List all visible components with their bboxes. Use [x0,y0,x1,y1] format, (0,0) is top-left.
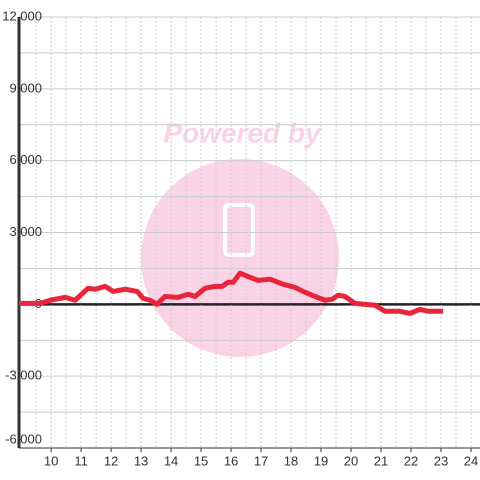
y-tick-label: 3,000 [9,224,42,239]
y-tick-label: -6,000 [5,431,42,446]
x-tick-label: 23 [434,453,448,468]
x-tick-label: 15 [194,453,208,468]
x-tick-label: 22 [404,453,418,468]
x-tick-label: 17 [254,453,268,468]
x-tick-label: 11 [74,453,88,468]
x-tick-label: 13 [134,453,148,468]
x-tick-label: 24 [464,453,478,468]
y-tick-label: 9,000 [9,80,42,95]
watermark-icon [223,203,255,257]
y-tick-label: 12,000 [2,8,42,23]
y-tick-label: 6,000 [9,152,42,167]
x-tick-label: 21 [374,453,388,468]
watermark-logo [141,159,339,357]
x-tick-label: 10 [44,453,58,468]
data-line [19,270,444,316]
x-tick-label: 12 [104,453,118,468]
x-tick-label: 18 [284,453,298,468]
x-tick-label: 14 [164,453,178,468]
x-tick-label: 19 [314,453,328,468]
x-tick-label: 16 [224,453,238,468]
watermark-text: Powered by [163,117,322,148]
x-tick-label: 20 [344,453,358,468]
y-tick-label: -3,000 [5,368,42,383]
